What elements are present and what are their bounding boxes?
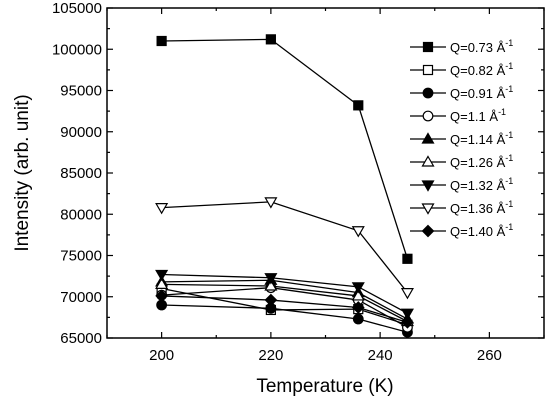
y-axis-title: Intensity (arb. unit) <box>12 94 33 251</box>
data-point <box>155 277 169 289</box>
data-point <box>264 293 278 307</box>
data-point <box>401 315 414 329</box>
legend-marker <box>421 180 435 192</box>
data-point <box>265 34 276 45</box>
data-point <box>352 313 364 325</box>
y-tick-label: 80000 <box>60 206 102 223</box>
series-1 <box>156 34 413 264</box>
series-line <box>161 273 408 314</box>
data-point <box>351 301 365 314</box>
data-point <box>351 282 365 294</box>
legend-marker <box>421 224 435 238</box>
legend-label: Q=0.91 Å-1 <box>450 84 513 101</box>
legend-entry: Q=1.1 Å-1 <box>410 107 506 124</box>
series-6 <box>155 277 414 327</box>
data-point <box>353 100 364 111</box>
data-point <box>155 203 169 215</box>
y-tick-label: 95000 <box>60 83 102 100</box>
legend-label: Q=1.36 Å-1 <box>450 199 513 216</box>
legend-label: Q=1.32 Å-1 <box>450 176 513 193</box>
series-5 <box>155 273 414 324</box>
legend-marker <box>421 132 435 144</box>
legend-marker <box>422 110 434 122</box>
legend-marker <box>422 41 434 53</box>
series-line <box>161 295 408 323</box>
legend-marker <box>421 155 435 167</box>
plot-frame <box>106 7 545 339</box>
data-point <box>156 35 167 47</box>
data-point <box>351 289 365 301</box>
legend: Q=0.73 Å-1 Q=0.82 Å-1 Q=0.91 Å-1 Q=1.1 Å-1 Q… <box>410 38 513 239</box>
data-point <box>264 197 278 209</box>
legend-label: Q=0.82 Å-1 <box>450 61 513 78</box>
x-tick-label: 240 <box>368 347 393 364</box>
y-tick-label: 85000 <box>60 165 102 182</box>
legend-entry: Q=1.26 Å-1 <box>410 153 513 170</box>
data-point <box>400 308 414 320</box>
legend-label: Q=0.73 Å-1 <box>450 38 513 55</box>
data-point <box>155 269 169 282</box>
series-line <box>161 279 408 320</box>
x-tick-label: 200 <box>149 347 174 364</box>
legend-entry: Q=0.73 Å-1 <box>410 38 513 55</box>
y-tick-label: 70000 <box>60 289 102 306</box>
legend-marker <box>422 64 434 76</box>
data-point <box>351 226 365 238</box>
legend-marker <box>421 203 435 215</box>
data-point <box>402 253 413 264</box>
y-tick-label: 65000 <box>60 330 102 347</box>
series-line <box>161 283 408 323</box>
series-9 <box>155 289 414 329</box>
legend-label: Q=1.1 Å-1 <box>450 107 506 124</box>
data-point <box>155 289 168 303</box>
legend-marker <box>422 87 434 99</box>
x-tick-label: 260 <box>477 347 502 364</box>
y-tick-label: 90000 <box>60 124 102 141</box>
legend-label: Q=1.26 Å-1 <box>450 153 513 170</box>
legend-entry: Q=1.14 Å-1 <box>410 130 513 147</box>
series-8 <box>155 197 414 300</box>
legend-label: Q=1.40 Å-1 <box>450 222 513 239</box>
series-line <box>161 287 408 326</box>
legend-entry: Q=1.40 Å-1 <box>410 222 513 239</box>
y-tick-label: 75000 <box>60 248 102 265</box>
legend-label: Q=1.14 Å-1 <box>450 130 513 147</box>
legend-entry: Q=1.36 Å-1 <box>410 199 513 216</box>
series-line <box>161 287 408 328</box>
series-line <box>161 304 408 333</box>
series-line <box>161 201 408 294</box>
series-3 <box>156 299 413 338</box>
series-line <box>161 38 409 259</box>
data-point <box>264 273 278 285</box>
legend-entry: Q=0.82 Å-1 <box>410 61 513 78</box>
legend-entry: Q=1.32 Å-1 <box>410 176 513 193</box>
series-7 <box>155 269 414 320</box>
series-4 <box>156 282 413 333</box>
tick-labels: 200 220 240 260 65000 70000 75000 80000 85000 900… <box>52 0 502 364</box>
series-layer <box>155 34 414 338</box>
legend-entry: Q=0.91 Å-1 <box>410 84 513 101</box>
data-point <box>400 288 414 300</box>
x-axis-title: Temperature (K) <box>256 376 393 397</box>
data-point <box>264 279 278 291</box>
x-tick-label: 220 <box>258 347 283 364</box>
y-tick-label: 100000 <box>52 41 102 58</box>
y-tick-label: 105000 <box>52 0 102 17</box>
